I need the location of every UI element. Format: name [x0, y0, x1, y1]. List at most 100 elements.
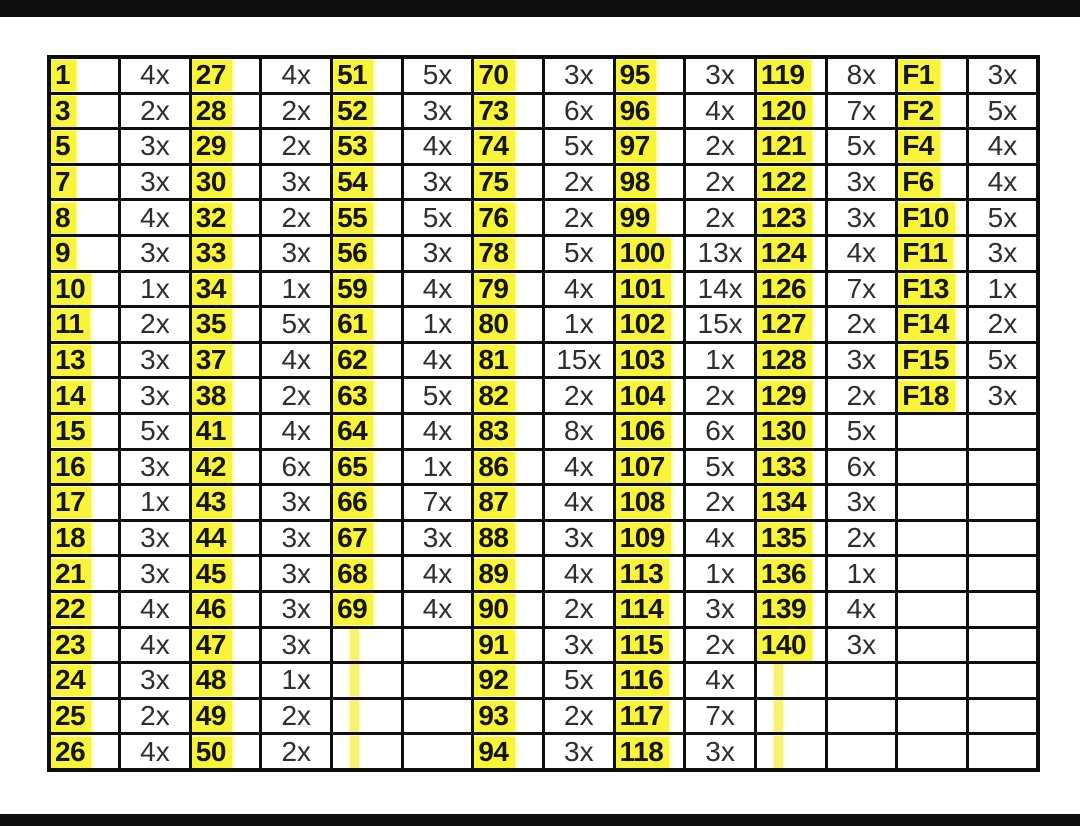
number-cell: 122 [753, 162, 828, 202]
number-highlight: 59 [334, 274, 374, 304]
table-row: 8 4x 32 2x 55 5x 76 2x 99 2x 123 3x F10 5x [47, 198, 1040, 237]
multiplier-cell: 4x [965, 127, 1040, 166]
number-cell [330, 625, 404, 665]
table-row: 25 2x 49 2x 93 2x 117 7x [47, 696, 1040, 736]
number-cell: 100 [612, 233, 687, 273]
number-highlight: F15 [899, 345, 955, 375]
number-highlight: 43 [193, 487, 232, 518]
number-cell: 90 [471, 589, 545, 629]
number-cell: F14 [895, 305, 969, 344]
multiplier-cell: 4x [400, 589, 475, 629]
highlight-stripe [350, 665, 360, 696]
multiplier-cell [965, 411, 1040, 451]
number-cell: 26 [47, 732, 122, 772]
number-cell: 55 [330, 198, 404, 237]
multiplier-cell: 2x [683, 127, 757, 166]
multiplier-cell: 3x [824, 198, 899, 237]
number-highlight: 35 [193, 309, 232, 340]
multiplier-cell: 5x [541, 127, 616, 166]
multiplier-cell: 2x [965, 305, 1040, 344]
number-cell: 108 [612, 483, 687, 522]
number-highlight: 16 [51, 451, 92, 482]
multiplier-cell: 6x [824, 447, 899, 487]
multiplier-cell: 1x [683, 340, 757, 380]
number-highlight: 63 [334, 380, 374, 411]
number-highlight: 28 [193, 96, 232, 126]
number-cell: 130 [753, 411, 828, 451]
number-highlight: 128 [758, 345, 813, 375]
multiplier-cell: 3x [824, 483, 899, 522]
multiplier-cell: 4x [683, 661, 757, 700]
multiplier-cell: 3x [259, 162, 334, 202]
number-highlight: 135 [758, 523, 813, 553]
multiplier-cell: 3x [118, 518, 192, 558]
multiplier-cell: 2x [259, 696, 334, 736]
multiplier-cell: 5x [683, 447, 757, 487]
multiplier-cell: 4x [118, 55, 192, 95]
multiplier-cell: 3x [541, 55, 616, 95]
number-cell: F6 [895, 162, 969, 202]
number-cell: 8 [47, 198, 122, 237]
number-cell: 133 [753, 447, 828, 487]
number-highlight: 127 [758, 309, 813, 340]
number-cell: 98 [612, 162, 687, 202]
number-cell: 65 [330, 447, 404, 487]
number-highlight: 21 [51, 558, 92, 589]
multiplier-cell: 3x [541, 732, 616, 772]
number-cell: 140 [753, 625, 828, 665]
number-highlight: 61 [334, 309, 374, 340]
number-cell [895, 411, 969, 451]
multiplier-cell: 3x [400, 91, 475, 131]
number-cell: 50 [188, 732, 263, 772]
number-cell [753, 696, 828, 736]
number-highlight: 17 [51, 487, 92, 518]
table-row: 18 3x 44 3x 67 3x 88 3x 109 4x 135 2x [47, 518, 1040, 558]
multiplier-cell: 8x [541, 411, 616, 451]
multiplier-cell: 3x [400, 162, 475, 202]
number-highlight: 140 [758, 629, 813, 660]
multiplier-cell: 2x [259, 732, 334, 772]
number-highlight: 99 [617, 202, 656, 233]
number-highlight: 109 [617, 523, 671, 553]
multiplier-cell: 4x [118, 589, 192, 629]
number-highlight: 93 [475, 701, 515, 731]
number-cell: 45 [188, 554, 263, 593]
number-cell: 89 [471, 554, 545, 593]
number-highlight: 18 [51, 523, 92, 553]
number-cell: 68 [330, 554, 404, 593]
table-row: 26 4x 50 2x 94 3x 118 3x [47, 732, 1040, 772]
multiplier-cell: 5x [400, 55, 475, 95]
number-cell: 11 [47, 305, 122, 344]
multiplier-cell: 4x [400, 127, 475, 166]
number-cell: 48 [188, 661, 263, 700]
highlight-stripe [773, 736, 783, 767]
number-cell: 3 [47, 91, 122, 131]
multiplier-cell: 1x [259, 269, 334, 309]
number-highlight: 5 [51, 131, 77, 162]
number-highlight: 3 [51, 96, 77, 126]
number-highlight: 52 [334, 96, 374, 126]
multiplier-cell: 4x [400, 411, 475, 451]
number-cell: 64 [330, 411, 404, 451]
number-highlight: 15 [51, 416, 92, 447]
number-cell: 27 [188, 55, 263, 95]
number-highlight: 8 [51, 202, 77, 233]
multiplier-cell: 5x [400, 198, 475, 237]
number-highlight: 26 [51, 736, 92, 767]
number-cell: 96 [612, 91, 687, 131]
number-cell: 75 [471, 162, 545, 202]
number-highlight: 33 [193, 238, 232, 269]
number-cell: 32 [188, 198, 263, 237]
number-cell: 126 [753, 269, 828, 309]
multiplier-cell: 5x [400, 376, 475, 415]
number-cell: 107 [612, 447, 687, 487]
number-highlight: 90 [475, 594, 515, 625]
table-row: 5 3x 29 2x 53 4x 74 5x 97 2x 121 5x F4 4x [47, 127, 1040, 166]
multiplier-cell: 4x [259, 55, 334, 95]
multiplier-cell: 1x [824, 554, 899, 593]
number-highlight: 95 [617, 60, 656, 91]
number-cell: 106 [612, 411, 687, 451]
multiplier-cell [965, 696, 1040, 736]
number-cell: 74 [471, 127, 545, 166]
number-highlight: 38 [193, 380, 232, 411]
